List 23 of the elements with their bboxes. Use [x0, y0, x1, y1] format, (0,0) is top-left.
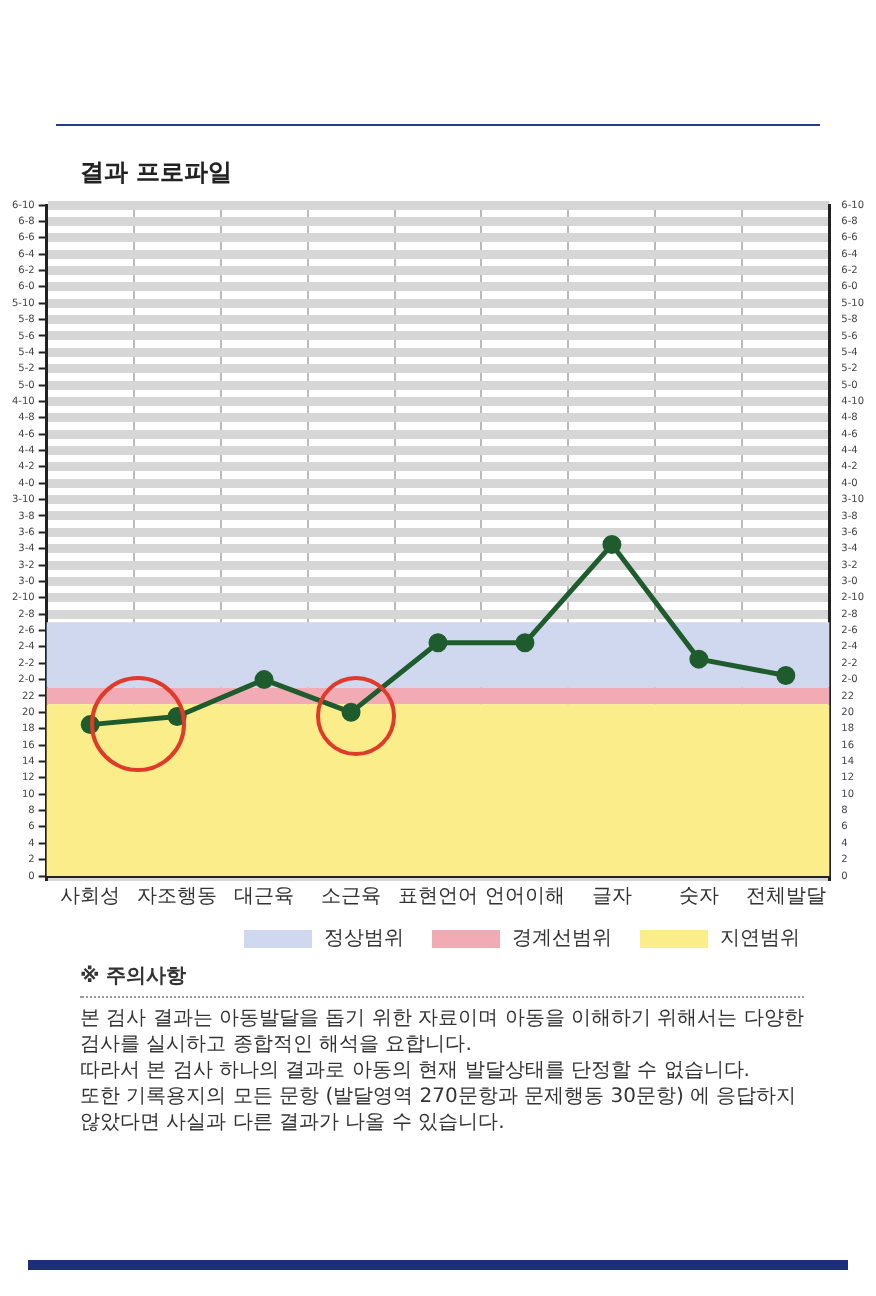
x-tick-label: 숫자	[678, 885, 719, 908]
x-tick-label: 대근육	[234, 885, 295, 908]
text: ※ 주의사항	[80, 964, 804, 998]
legend-label: 경계선범위	[510, 926, 612, 952]
point	[689, 649, 709, 669]
x-tick-label: 글자	[591, 885, 632, 908]
text: 또한 기록용지의 모든 문항 (발달영역 270문항과 문제행동 30문항) 에 응답하지 않았다면 사실과 다른 결과가 나올 수 있습니다.	[80, 1084, 799, 1136]
point	[254, 670, 274, 690]
point	[428, 633, 448, 653]
x-tick-label: 자조행동	[137, 885, 218, 908]
point	[602, 535, 622, 555]
x-tick-label: 표현언어	[398, 885, 478, 908]
chart-title: 결과 프로파일	[80, 156, 233, 190]
x-tick-label: 언어이해	[484, 885, 565, 908]
x-tick-label: 전체발달	[745, 885, 826, 908]
legend-label: 정상범위	[322, 926, 404, 952]
point	[515, 633, 535, 653]
text: 본 검사 결과는 아동발달을 돕기 위한 자료이며 아동을 이해하기 위해서는 다양한 검사를 실시하고 종합적인 해석을 요합니다.	[80, 1006, 804, 1058]
legend-label: 지연범위	[718, 926, 800, 952]
point	[776, 666, 796, 686]
text: 따라서 본 검사 하나의 결과로 아동의 현재 발달상태를 단정할 수 없습니다.	[80, 1058, 752, 1084]
x-tick-label: 소근육	[321, 885, 382, 908]
x-tick-label: 사회성	[60, 885, 121, 908]
